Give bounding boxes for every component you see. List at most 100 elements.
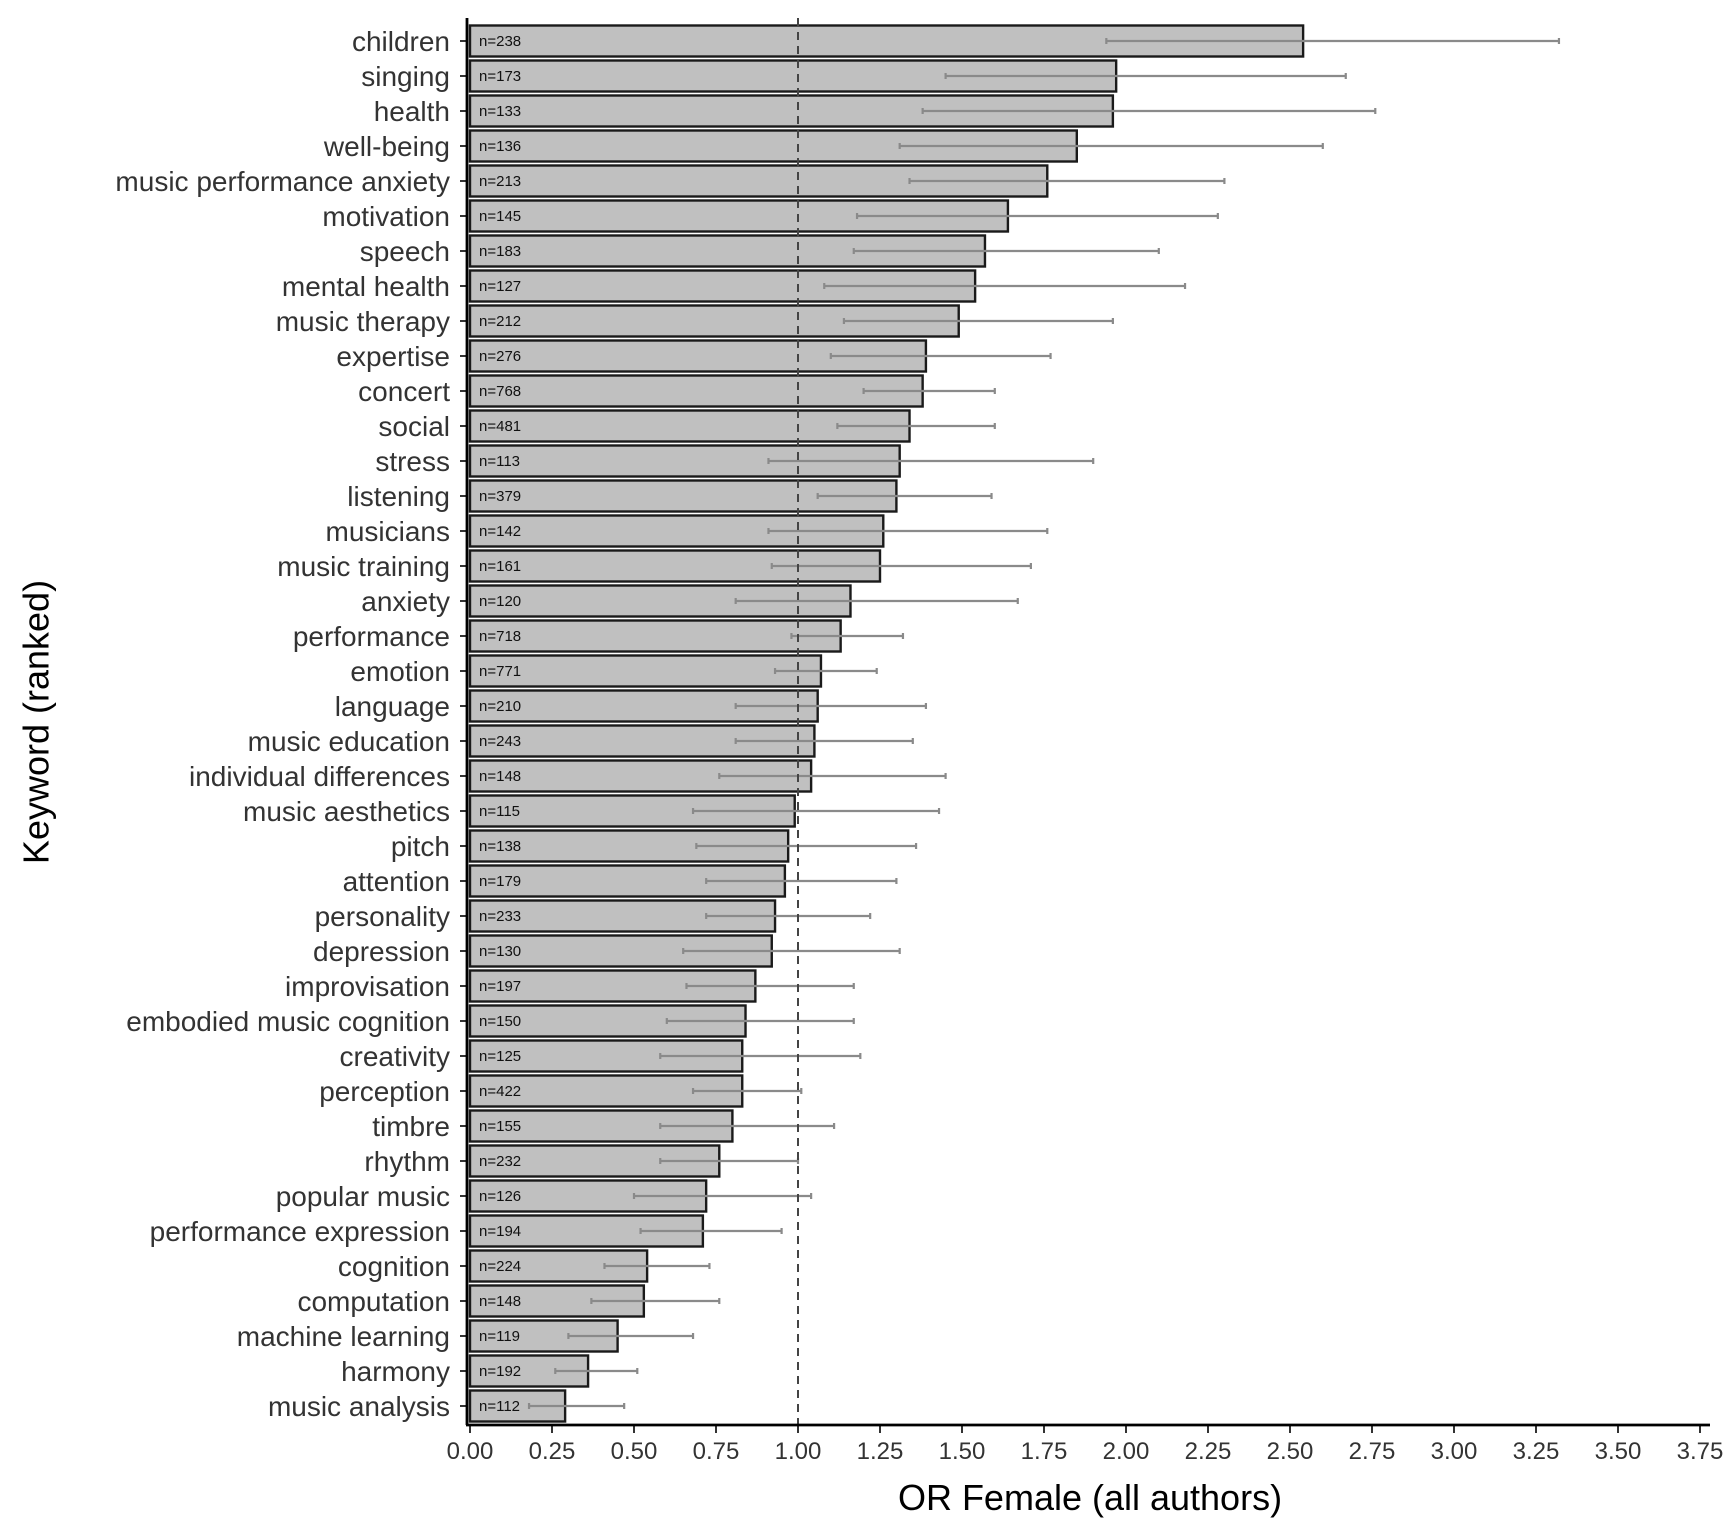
x-tick-label: 0.25 [529, 1438, 576, 1465]
n-label: n=481 [479, 418, 521, 435]
category-label: rhythm [364, 1146, 450, 1177]
error-bar [898, 143, 1324, 149]
error-bar [770, 563, 1032, 569]
x-tick-label: 2.75 [1349, 1438, 1396, 1465]
category-label: speech [360, 236, 450, 267]
n-label: n=213 [479, 173, 521, 190]
category-label: computation [297, 1286, 450, 1317]
x-tick-label: 2.25 [1185, 1438, 1232, 1465]
n-label: n=148 [479, 768, 521, 785]
n-label: n=718 [479, 628, 521, 645]
n-label: n=192 [479, 1363, 521, 1380]
n-label: n=210 [479, 698, 521, 715]
n-label: n=379 [479, 488, 521, 505]
n-label: n=276 [479, 348, 521, 365]
category-label: stress [375, 446, 450, 477]
n-label: n=125 [479, 1048, 521, 1065]
category-label: improvisation [285, 971, 450, 1002]
n-label: n=130 [479, 943, 521, 960]
category-label: harmony [341, 1356, 450, 1387]
error-bar [921, 108, 1377, 114]
x-tick-label: 1.50 [939, 1438, 986, 1465]
x-tick-label: 1.75 [1021, 1438, 1068, 1465]
error-bar [767, 458, 1095, 464]
n-label: n=115 [479, 803, 520, 820]
n-label: n=136 [479, 138, 521, 155]
n-label: n=183 [479, 243, 521, 260]
category-label: musicians [326, 516, 450, 547]
error-bar [705, 913, 872, 919]
category-label: motivation [322, 201, 450, 232]
error-bar [790, 633, 905, 639]
error-bar [632, 1193, 813, 1199]
x-ticks-layer: 0.00 0.25 0.50 0.75 1.00 1.25 1.50 1.75 2.00 2.25… [447, 1425, 1723, 1465]
error-bar [836, 423, 996, 429]
x-tick-label: 3.50 [1595, 1438, 1642, 1465]
n-label: n=243 [479, 733, 521, 750]
category-label: well-being [323, 131, 450, 162]
error-bar [685, 983, 855, 989]
error-bar [554, 1368, 639, 1374]
category-label: listening [347, 481, 450, 512]
category-label: social [378, 411, 450, 442]
category-label: emotion [350, 656, 450, 687]
n-label: n=127 [479, 278, 521, 295]
n-label: n=150 [479, 1013, 521, 1030]
error-bar [734, 738, 914, 744]
x-tick-label: 2.50 [1267, 1438, 1314, 1465]
error-bar [590, 1298, 721, 1304]
category-label: children [352, 26, 450, 57]
n-label: n=119 [479, 1328, 520, 1345]
error-bar [908, 178, 1226, 184]
n-label: n=145 [479, 208, 521, 225]
category-label: performance [293, 621, 450, 652]
x-tick-label: 3.00 [1431, 1438, 1478, 1465]
n-label: n=126 [479, 1188, 521, 1205]
category-label: health [374, 96, 450, 127]
category-label: creativity [340, 1041, 450, 1072]
error-bar [852, 248, 1160, 254]
n-label: n=212 [479, 313, 521, 330]
error-bar [705, 878, 898, 884]
n-label: n=155 [479, 1118, 521, 1135]
error-bar [862, 388, 996, 394]
n-label: n=224 [479, 1258, 521, 1275]
error-bar [823, 283, 1187, 289]
n-label: n=142 [479, 523, 521, 540]
n-label: n=173 [479, 68, 521, 85]
bar-anxiety [468, 584, 852, 618]
error-bar [665, 1018, 855, 1024]
error-bar [767, 528, 1049, 534]
n-label: n=771 [479, 663, 521, 680]
error-bar [691, 808, 941, 814]
n-label: n=112 [479, 1398, 520, 1415]
error-bar [567, 1333, 695, 1339]
n-label: n=194 [479, 1223, 521, 1240]
error-bar [718, 773, 947, 779]
category-label: individual differences [189, 761, 450, 792]
category-label: mental health [282, 271, 450, 302]
category-label: singing [361, 61, 450, 92]
category-label: music education [248, 726, 450, 757]
n-labels-layer: n=238 n=173 n=133 n=136 n=213 n=145 n=183 n=127… [479, 33, 521, 1415]
bars-layer [468, 24, 1305, 1423]
n-label: n=238 [479, 33, 521, 50]
error-bar [603, 1263, 711, 1269]
n-label: n=133 [479, 103, 521, 120]
bar-performance [468, 619, 842, 653]
n-label: n=768 [479, 383, 521, 400]
category-labels-layer: children singing health well-being music per… [115, 26, 467, 1422]
n-label: n=113 [479, 453, 520, 470]
category-label: perception [319, 1076, 450, 1107]
category-label: expertise [336, 341, 450, 372]
bar-computation [468, 1284, 646, 1318]
category-label: attention [343, 866, 450, 897]
bar-concert [468, 374, 924, 408]
n-label: n=422 [479, 1083, 521, 1100]
n-label: n=138 [479, 838, 521, 855]
category-label: popular music [276, 1181, 450, 1212]
error-bar [734, 598, 1019, 604]
error-bars-layer [527, 38, 1561, 1409]
error-bar [829, 353, 1052, 359]
